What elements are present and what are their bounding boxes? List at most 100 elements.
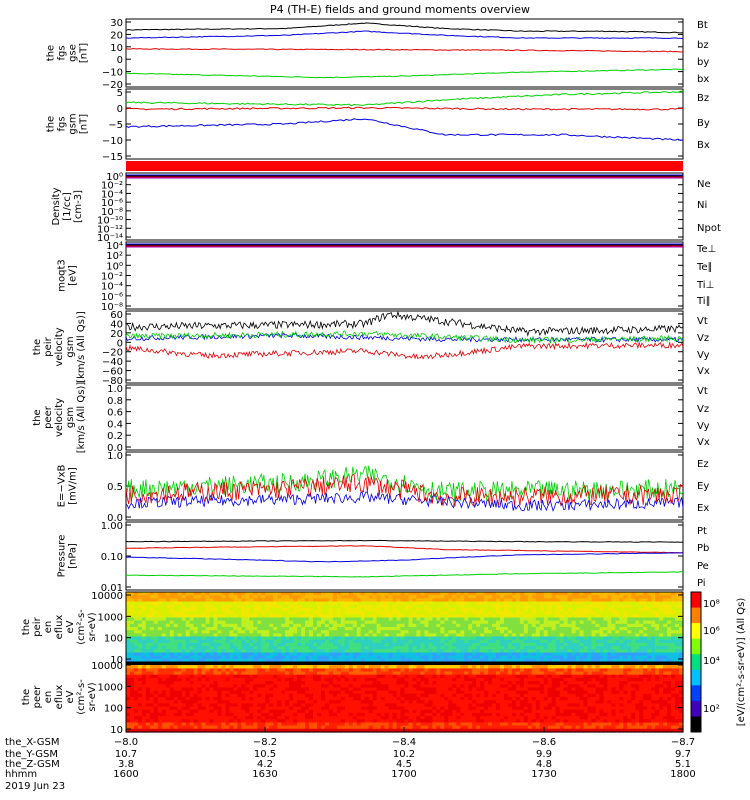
spectrogram-cell — [579, 684, 585, 689]
spectrogram-cell — [201, 674, 207, 679]
spectrogram-cell — [193, 652, 199, 657]
spectrogram-cell — [563, 655, 569, 660]
spectrogram-cell — [301, 658, 306, 663]
legend-ex: Ex — [697, 503, 709, 514]
spectrogram-cell — [472, 677, 477, 682]
spectrogram-cell — [348, 677, 354, 682]
spectrogram-cell — [289, 681, 294, 685]
spectrogram-cell — [643, 684, 648, 689]
spectrogram-cell — [360, 693, 366, 698]
spectrogram-cell — [336, 595, 342, 599]
spectrogram-cell — [336, 649, 342, 654]
spectrogram-cell — [571, 598, 577, 603]
spectrogram-cell — [185, 677, 191, 682]
figure-title: P4 (TH-E) fields and ground moments over… — [270, 3, 530, 16]
y-tick-label: 10 — [110, 43, 123, 54]
spectrogram-cell — [639, 595, 644, 599]
spectrogram-cell — [504, 697, 509, 701]
spectrogram-cell — [233, 627, 238, 631]
spectrogram-cell — [309, 592, 314, 596]
spectrogram-cell — [237, 639, 242, 644]
spectrogram-cell — [165, 604, 171, 609]
spectrogram-cell — [464, 652, 469, 657]
spectrogram-cell — [181, 649, 187, 654]
spectrogram-cell — [317, 592, 322, 596]
spectrogram-cell — [523, 658, 529, 663]
spectrogram-cell — [412, 652, 418, 657]
spectrogram-cell — [193, 693, 199, 698]
spectrogram-cell — [165, 677, 171, 682]
spectrogram-cell — [137, 681, 143, 685]
spectrogram-cell — [332, 665, 338, 669]
spectrogram-cell — [611, 681, 616, 685]
spectrogram-cell — [500, 693, 505, 698]
spectrogram-cell — [416, 617, 421, 622]
spectrogram-cell — [492, 658, 497, 663]
spectrogram-cell — [575, 627, 581, 631]
spectrogram-cell — [380, 617, 386, 622]
spectrogram-cell — [639, 658, 644, 663]
spectrogram-cell — [452, 604, 457, 609]
spectrogram-cell — [655, 607, 660, 612]
spectrogram-cell — [289, 627, 294, 631]
spectrogram-cell — [173, 671, 179, 676]
spectrogram-cell — [301, 630, 306, 634]
spectrogram-cell — [416, 636, 421, 641]
spectrogram-cell — [555, 671, 561, 676]
spectrogram-cell — [265, 668, 270, 673]
spectrogram-cell — [217, 655, 223, 660]
spectrogram-cell — [197, 658, 203, 663]
spectrogram-cell — [293, 604, 298, 609]
spectrogram-cell — [639, 598, 644, 603]
spectrogram-cell — [511, 639, 517, 644]
spectrogram-cell — [221, 595, 227, 599]
spectrogram-cell — [448, 646, 453, 650]
spectrogram-cell — [603, 693, 608, 698]
spectrogram-cell — [615, 604, 620, 609]
spectrogram-cell — [324, 592, 330, 596]
spectrogram-cell — [309, 630, 314, 634]
spectrogram-cell — [416, 595, 421, 599]
spectrogram-cell — [309, 598, 314, 603]
spectrogram-cell — [384, 652, 390, 657]
spectrogram-cell — [575, 598, 581, 603]
spectrogram-cell — [344, 620, 350, 625]
spectrogram-cell — [277, 649, 282, 654]
spectrogram-cell — [416, 665, 421, 669]
spectrogram-cell — [169, 614, 175, 619]
spectrogram-cell — [492, 665, 497, 669]
spectrogram-cell — [667, 655, 672, 660]
spectrogram-cell — [579, 620, 585, 625]
spectrogram-cell — [281, 601, 286, 606]
spectrogram-cell — [229, 681, 234, 685]
spectrogram-cell — [555, 642, 561, 647]
spectrogram-cell — [372, 595, 378, 599]
spectrogram-cell — [336, 687, 342, 692]
spectrogram-cell — [237, 697, 242, 701]
spectrogram-cell — [488, 642, 493, 647]
spectrogram-cell — [221, 639, 227, 644]
spectrogram-cell — [571, 658, 577, 663]
spectrogram-cell — [185, 623, 191, 628]
spectrogram-cell — [145, 677, 151, 682]
spectrogram-cell — [571, 611, 577, 615]
spectrogram-cell — [504, 595, 509, 599]
spectrogram-cell — [603, 652, 608, 657]
spectrogram-cell — [647, 620, 652, 625]
spectrogram-cell — [245, 604, 250, 609]
spectrogram-cell — [269, 623, 274, 628]
spectrogram-cell — [153, 646, 159, 650]
spectrogram-cell — [134, 623, 139, 628]
spectrogram-cell — [360, 614, 366, 619]
spectrogram-cell — [134, 633, 139, 638]
plot-area — [126, 385, 683, 450]
spectrogram-cell — [639, 693, 644, 698]
spectrogram-cell — [404, 690, 410, 695]
spectrogram-cell — [209, 697, 215, 701]
spectrogram-cell — [213, 690, 219, 695]
spectrogram-cell — [531, 627, 537, 631]
spectrogram-cell — [321, 684, 326, 689]
spectrogram-cell — [384, 639, 390, 644]
spectrogram-cell — [500, 633, 505, 638]
spectrogram-cell — [511, 620, 517, 625]
